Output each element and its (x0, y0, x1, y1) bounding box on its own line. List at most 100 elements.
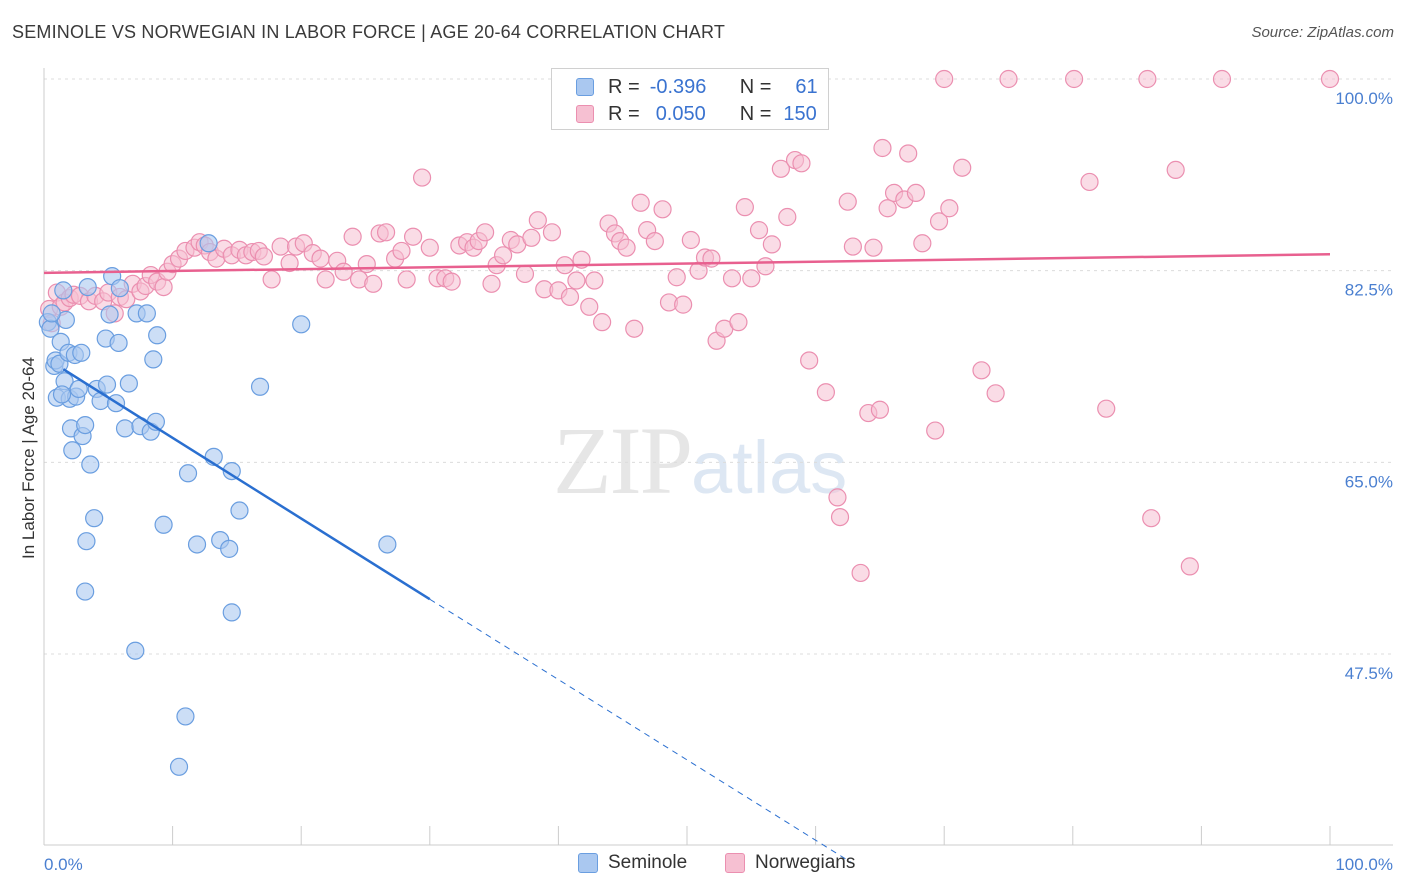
chart-title: SEMINOLE VS NORWEGIAN IN LABOR FORCE | A… (12, 22, 726, 42)
seminole-legend-swatch (578, 853, 598, 873)
x-tick-label-max: 100.0% (1335, 855, 1393, 874)
norwegians-point (1064, 69, 1084, 89)
norwegians-point (154, 277, 173, 297)
seminole-point (378, 535, 397, 554)
norwegians-point (940, 199, 959, 218)
norwegians-point (830, 507, 850, 527)
seminole-point (199, 234, 218, 253)
norwegians-point (749, 221, 769, 240)
norwegians-point (702, 249, 721, 268)
norwegians-point (442, 272, 461, 291)
seminole-trend-line (62, 368, 431, 601)
norwegians-point (1138, 69, 1157, 89)
norwegians-point (625, 319, 644, 338)
norwegians-point (522, 228, 541, 247)
norwegians-point (742, 269, 761, 288)
watermark: ZIPatlas (553, 405, 847, 516)
norwegians-r-value: 0.050 (655, 102, 706, 125)
seminole-point (72, 343, 91, 362)
norwegians-point (843, 237, 862, 256)
seminole-point (52, 385, 72, 404)
norwegians-point (567, 271, 586, 290)
norwegians-points (40, 69, 1340, 583)
norwegians-trend-line (43, 252, 1331, 275)
seminole-points (38, 234, 397, 776)
seminole-trend-extension (429, 598, 855, 865)
norwegians-point (873, 138, 892, 158)
seminole-legend-label: Seminole (608, 852, 688, 873)
norwegians-point (953, 158, 972, 177)
norwegians-legend-swatch (725, 853, 745, 873)
norwegians-point (617, 238, 636, 257)
norwegians-point (1097, 399, 1116, 418)
legend-item-seminole[interactable]: Seminole (578, 852, 687, 874)
seminole-point (100, 305, 119, 324)
norwegians-point (1166, 160, 1185, 180)
seminole-point (187, 535, 207, 554)
axes (43, 68, 1393, 846)
norwegians-point (935, 69, 954, 89)
seminole-point (85, 509, 104, 528)
norwegians-point (878, 199, 897, 218)
norwegians-point (999, 69, 1018, 89)
norwegians-point (681, 230, 700, 250)
legend-r-label: R = (608, 75, 640, 98)
norwegians-point (311, 249, 330, 268)
y-axis-label: In Labor Force | Age 20-64 (19, 357, 38, 559)
norwegians-point (397, 270, 416, 289)
x-ticks (172, 826, 1331, 845)
legend-r-label: R = (608, 102, 640, 125)
norwegians-point (515, 264, 535, 284)
series-legend: Seminole Norwegians (0, 852, 1406, 876)
norwegians-point (542, 223, 562, 242)
y-tick-label: 82.5% (1345, 281, 1393, 300)
norwegians-point (986, 384, 1005, 403)
norwegians-point (585, 271, 604, 290)
norwegians-point (778, 207, 797, 227)
y-tick-labels: 47.5% 65.0% 82.5% 100.0% (1335, 89, 1393, 683)
seminole-point (220, 539, 239, 558)
norwegians-legend-label: Norwegians (755, 852, 856, 873)
seminole-point (109, 333, 128, 353)
watermark-zip: ZIP (553, 407, 693, 514)
norwegians-point (870, 400, 890, 419)
norwegians-point (913, 234, 932, 253)
norwegians-point (1212, 69, 1232, 89)
norwegians-point (271, 237, 290, 256)
seminole-point (178, 464, 198, 483)
norwegians-point (475, 223, 495, 242)
norwegians-point (1142, 509, 1161, 528)
norwegians-point (1180, 557, 1199, 576)
seminole-point (148, 326, 167, 345)
seminole-point (78, 277, 97, 297)
norwegians-point (674, 295, 693, 314)
norwegians-point (580, 297, 599, 316)
norwegians-point (420, 238, 439, 257)
norwegians-point (262, 270, 281, 289)
norwegians-swatch (576, 105, 594, 123)
source-label: Source: ZipAtlas.com (1251, 24, 1394, 41)
norwegians-point (631, 193, 650, 212)
norwegians-point (482, 274, 501, 293)
seminole-point (292, 315, 311, 334)
norwegians-point (828, 488, 847, 507)
norwegians-point (972, 361, 991, 380)
norwegians-point (653, 200, 672, 219)
seminole-point (54, 281, 73, 300)
legend-item-norwegians[interactable]: Norwegians (725, 852, 855, 874)
norwegians-point (667, 268, 686, 287)
seminole-point (76, 582, 95, 601)
seminole-point (81, 455, 100, 474)
seminole-point (97, 375, 117, 394)
norwegians-point (771, 159, 790, 178)
y-tick-label: 47.5% (1345, 664, 1393, 683)
seminole-point (63, 441, 82, 460)
seminole-n-value: 61 (795, 75, 818, 98)
legend-n-label: N = (739, 102, 772, 125)
norwegians-point (1320, 69, 1340, 89)
norwegians-point (729, 313, 748, 332)
norwegians-point (800, 351, 819, 370)
norwegians-point (851, 563, 870, 583)
norwegians-point (645, 231, 664, 251)
